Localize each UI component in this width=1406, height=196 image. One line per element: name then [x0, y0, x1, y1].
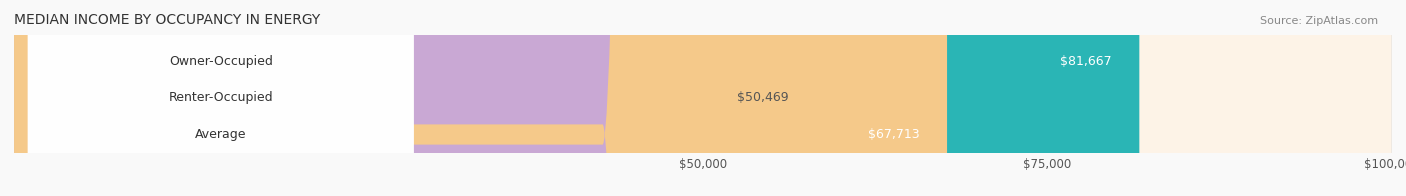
FancyBboxPatch shape	[14, 0, 1139, 196]
Text: Renter-Occupied: Renter-Occupied	[169, 91, 273, 104]
Text: MEDIAN INCOME BY OCCUPANCY IN ENERGY: MEDIAN INCOME BY OCCUPANCY IN ENERGY	[14, 13, 321, 27]
Text: $50,469: $50,469	[737, 91, 789, 104]
Text: $81,667: $81,667	[1060, 54, 1112, 67]
FancyBboxPatch shape	[28, 0, 413, 196]
FancyBboxPatch shape	[14, 0, 1392, 196]
Text: Source: ZipAtlas.com: Source: ZipAtlas.com	[1260, 16, 1378, 26]
Text: $67,713: $67,713	[868, 128, 920, 141]
Text: Owner-Occupied: Owner-Occupied	[169, 54, 273, 67]
FancyBboxPatch shape	[28, 0, 413, 196]
FancyBboxPatch shape	[14, 0, 710, 196]
FancyBboxPatch shape	[14, 0, 1392, 196]
FancyBboxPatch shape	[14, 0, 948, 196]
FancyBboxPatch shape	[14, 0, 1392, 196]
FancyBboxPatch shape	[28, 0, 413, 196]
Text: Average: Average	[195, 128, 246, 141]
